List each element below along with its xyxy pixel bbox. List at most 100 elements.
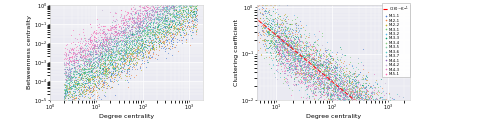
Point <box>76 50 84 52</box>
Point <box>356 96 364 98</box>
Point <box>390 101 398 103</box>
Point <box>124 46 132 48</box>
Point <box>110 59 118 61</box>
Point <box>112 66 120 68</box>
Point <box>120 26 128 28</box>
Point <box>155 29 163 31</box>
Point <box>145 51 153 53</box>
Point <box>128 54 136 56</box>
Point <box>275 50 283 52</box>
Point <box>302 67 310 69</box>
Point <box>62 95 70 97</box>
Point <box>262 10 270 12</box>
Point <box>70 83 78 85</box>
Point <box>290 71 298 73</box>
Point <box>358 78 366 80</box>
Point <box>294 81 302 83</box>
Point <box>148 48 156 50</box>
Point <box>364 101 372 103</box>
Point <box>86 87 94 89</box>
Point <box>146 57 154 59</box>
Point <box>72 61 80 63</box>
Point <box>272 18 280 20</box>
Point <box>62 54 70 56</box>
Point <box>132 55 140 57</box>
Point <box>100 72 108 74</box>
Point <box>398 101 406 103</box>
Point <box>97 60 105 62</box>
Point <box>61 96 69 98</box>
Point <box>360 91 368 93</box>
Point <box>185 25 193 28</box>
Point <box>318 87 326 89</box>
Point <box>358 101 366 103</box>
Point <box>312 73 320 75</box>
Point <box>396 101 404 103</box>
Point <box>350 72 358 74</box>
Point <box>141 40 149 42</box>
Point <box>348 75 356 77</box>
Point <box>352 101 360 103</box>
Point <box>70 85 78 87</box>
Point <box>310 70 318 72</box>
Point <box>152 10 160 12</box>
Point <box>133 9 141 11</box>
Point <box>106 49 114 51</box>
Point <box>340 94 348 96</box>
Point <box>312 62 320 64</box>
Point <box>142 31 150 34</box>
Point <box>156 25 164 27</box>
Point <box>80 93 88 95</box>
Point <box>118 57 126 59</box>
Point <box>77 57 85 59</box>
Point <box>86 48 94 50</box>
Point <box>341 94 349 96</box>
Point <box>294 55 302 57</box>
Point <box>92 69 100 71</box>
Point <box>100 52 108 54</box>
Point <box>396 101 404 103</box>
Point <box>392 101 400 103</box>
Point <box>376 99 384 101</box>
Point <box>150 48 158 50</box>
Point <box>338 92 346 94</box>
Point <box>86 80 94 82</box>
Point <box>62 83 70 85</box>
Point <box>388 101 396 103</box>
Point <box>104 46 112 48</box>
Point <box>332 67 340 70</box>
Point <box>132 49 140 51</box>
Point <box>62 101 70 103</box>
Point <box>66 84 74 86</box>
Point <box>120 41 128 43</box>
Point <box>392 101 400 103</box>
Point <box>126 16 134 18</box>
Point <box>170 2 178 4</box>
Point <box>400 101 407 103</box>
Point <box>79 66 87 68</box>
Point <box>180 2 188 4</box>
Point <box>76 47 84 49</box>
Point <box>330 91 338 93</box>
Point <box>184 12 192 14</box>
Point <box>74 80 82 82</box>
Point <box>385 101 393 103</box>
Point <box>168 6 176 8</box>
Point <box>84 42 92 44</box>
Point <box>92 84 100 86</box>
Point <box>164 2 172 4</box>
Point <box>117 50 125 52</box>
Point <box>343 95 351 97</box>
Point <box>155 28 163 30</box>
Point <box>338 101 346 103</box>
Point <box>182 17 190 19</box>
Point <box>280 38 287 40</box>
Point <box>154 8 162 10</box>
Point <box>340 75 348 77</box>
Point <box>395 101 403 103</box>
Point <box>74 80 82 82</box>
Point <box>122 71 130 73</box>
Point <box>150 14 158 16</box>
Point <box>274 30 282 33</box>
Point <box>273 43 281 45</box>
